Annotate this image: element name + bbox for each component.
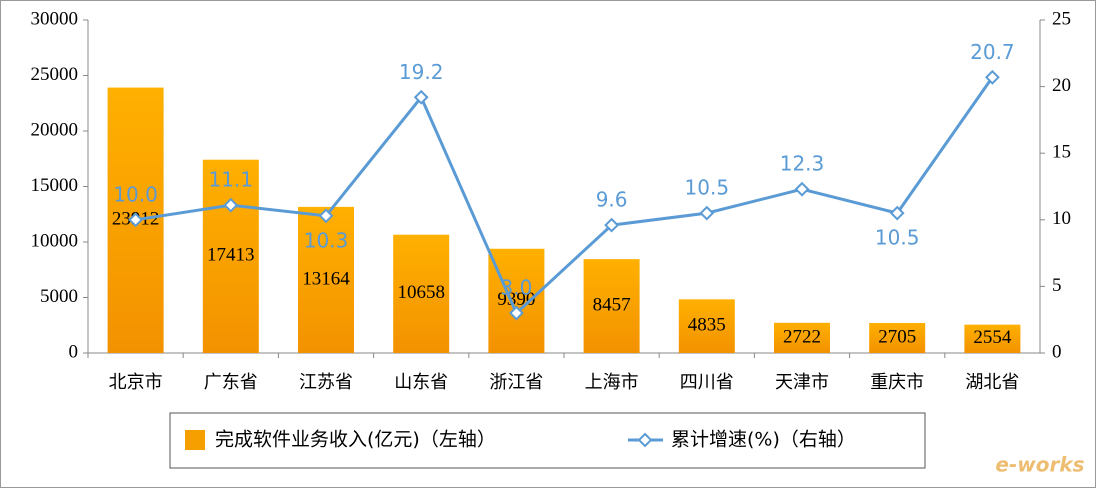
y2-tick-label: 5 (1052, 275, 1062, 296)
line-value-label: 10.0 (113, 182, 158, 206)
bar (678, 299, 735, 353)
y2-tick-label: 20 (1052, 75, 1071, 96)
x-tick-label: 江苏省 (299, 372, 353, 393)
x-tick-label: 上海市 (585, 372, 639, 393)
line-marker (223, 197, 239, 213)
x-tick-label: 重庆市 (870, 372, 924, 393)
x-tick-label: 四川省 (680, 372, 734, 393)
y2-tick-label: 10 (1052, 208, 1071, 229)
line-marker (128, 212, 144, 228)
bar-value-label: 4835 (688, 315, 726, 336)
bar (964, 324, 1021, 353)
line-value-label: 3.0 (500, 276, 532, 300)
bar-value-label: 17413 (207, 245, 255, 266)
line-value-label: 10.5 (875, 226, 920, 250)
line-value-label: 10.3 (304, 228, 349, 252)
legend-swatch (185, 430, 205, 450)
y-tick-label: 30000 (31, 8, 79, 29)
y-tick-label: 25000 (31, 64, 79, 85)
line-value-label: 12.3 (780, 152, 825, 176)
x-tick-label: 北京市 (109, 372, 163, 393)
y-tick-label: 0 (69, 341, 79, 362)
y2-tick-label: 15 (1052, 142, 1071, 163)
bar-value-label: 10658 (397, 282, 445, 303)
bar (488, 248, 545, 353)
bar (393, 234, 450, 353)
line-value-label: 20.7 (970, 40, 1015, 64)
line-marker (318, 208, 334, 224)
line-marker (984, 69, 1000, 85)
line-marker (508, 305, 524, 321)
bar (298, 206, 354, 353)
bar-value-label: 8457 (593, 294, 631, 315)
line-marker (604, 217, 620, 233)
bar-value-label: 2722 (783, 326, 821, 347)
watermark: e-works (995, 453, 1084, 477)
bar (774, 322, 830, 353)
legend-box (169, 412, 926, 469)
line (135, 76, 994, 316)
line-value-label: 9.6 (596, 188, 628, 212)
bar (869, 322, 926, 353)
x-tick-label: 浙江省 (489, 372, 543, 393)
line-value-label: 10.5 (685, 176, 730, 200)
legend-label: 完成软件业务收入(亿元)（左轴） (215, 429, 496, 451)
line-value-label: 11.1 (209, 168, 254, 192)
y-tick-label: 10000 (31, 230, 79, 251)
x-tick-label: 广东省 (204, 372, 258, 393)
line-marker (699, 205, 715, 221)
line-value-label: 19.2 (399, 60, 444, 84)
bar-value-label: 13164 (302, 268, 350, 289)
bar (583, 259, 640, 353)
bar-value-label: 2554 (973, 327, 1012, 348)
x-tick-label: 湖北省 (965, 372, 1019, 393)
x-tick-label: 山东省 (394, 372, 448, 393)
y2-tick-label: 25 (1052, 8, 1071, 29)
y2-tick-label: 0 (1052, 341, 1062, 362)
legend-marker (637, 432, 653, 448)
bar-value-label: 2705 (878, 326, 916, 347)
line-marker (889, 205, 905, 221)
legend-label: 累计增速(%)（右轴） (671, 429, 856, 451)
x-tick-label: 天津市 (775, 372, 829, 393)
y-tick-label: 5000 (40, 286, 78, 307)
line-marker (794, 181, 810, 197)
y-tick-label: 15000 (31, 175, 79, 196)
y-tick-label: 20000 (31, 119, 79, 140)
line-marker (413, 89, 429, 105)
bar (202, 159, 259, 353)
